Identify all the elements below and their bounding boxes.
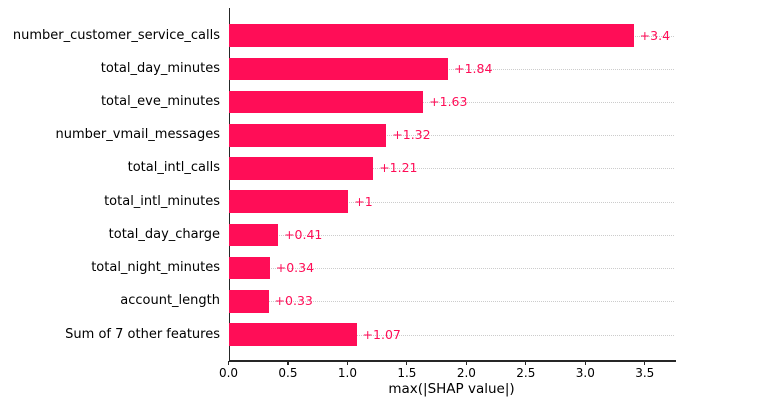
x-axis-tick-label: 1.5 [397, 366, 417, 380]
x-axis-tick [525, 361, 527, 365]
category-label: total_eve_minutes [100, 94, 220, 110]
row-gridline [229, 135, 674, 137]
bar [229, 256, 270, 280]
row-gridline [229, 168, 674, 170]
bar [229, 223, 279, 247]
category-label: total_day_minutes [100, 60, 220, 76]
bar-value-label: +1.32 [392, 127, 431, 143]
x-axis-title: max(|SHAP value|) [388, 381, 515, 397]
y-axis-spine [228, 8, 230, 361]
category-label: total_intl_calls [127, 160, 220, 176]
x-axis-tick [584, 361, 586, 365]
row-gridline [229, 68, 674, 70]
bar [229, 323, 357, 346]
x-axis-tick [406, 361, 408, 365]
bar [229, 90, 424, 114]
bar [229, 24, 634, 47]
x-axis-tick-label: 3.5 [635, 366, 655, 380]
x-axis-tick [287, 361, 289, 365]
bar-value-label: +0.41 [284, 226, 323, 242]
x-axis-tick-label: 2.0 [456, 366, 476, 380]
bar [229, 124, 387, 147]
category-label: total_night_minutes [91, 260, 220, 276]
bar-value-label: +1 [354, 193, 373, 209]
x-axis-tick [644, 361, 646, 365]
category-label: account_length [120, 293, 220, 309]
x-axis-spine [228, 360, 676, 362]
category-label: total_day_charge [108, 226, 220, 242]
x-axis-tick-label: 2.5 [516, 366, 536, 380]
x-axis-tick-label: 0.5 [278, 366, 298, 380]
row-gridline [229, 301, 674, 303]
x-axis-tick [227, 361, 230, 365]
x-axis-tick-label: 1.0 [337, 366, 357, 380]
bar-value-label: +0.33 [274, 293, 313, 309]
row-gridline [229, 334, 674, 336]
bar [229, 290, 269, 313]
row-gridline [229, 102, 674, 104]
bar [229, 57, 449, 81]
bar-value-label: +1.07 [362, 326, 401, 342]
bar-value-label: +1.84 [454, 60, 493, 76]
row-gridline [229, 201, 674, 203]
category-label: total_intl_minutes [104, 193, 220, 209]
category-label: Sum of 7 other features [65, 326, 220, 342]
bar [229, 190, 349, 213]
bar-value-label: +3.4 [639, 27, 671, 43]
bar-value-label: +1.21 [379, 160, 418, 176]
bar-value-label: +1.63 [429, 94, 468, 110]
x-axis-tick [346, 361, 349, 365]
x-axis-tick-label: 3.0 [575, 366, 595, 380]
row-gridline [229, 268, 674, 270]
category-label: number_vmail_messages [55, 127, 220, 143]
bar [229, 157, 374, 180]
x-axis-tick [465, 361, 467, 365]
row-gridline [229, 234, 674, 236]
x-axis-tick-label: 0.0 [218, 366, 239, 380]
bar-value-label: +0.34 [275, 260, 315, 276]
category-label: number_customer_service_calls [12, 27, 220, 43]
